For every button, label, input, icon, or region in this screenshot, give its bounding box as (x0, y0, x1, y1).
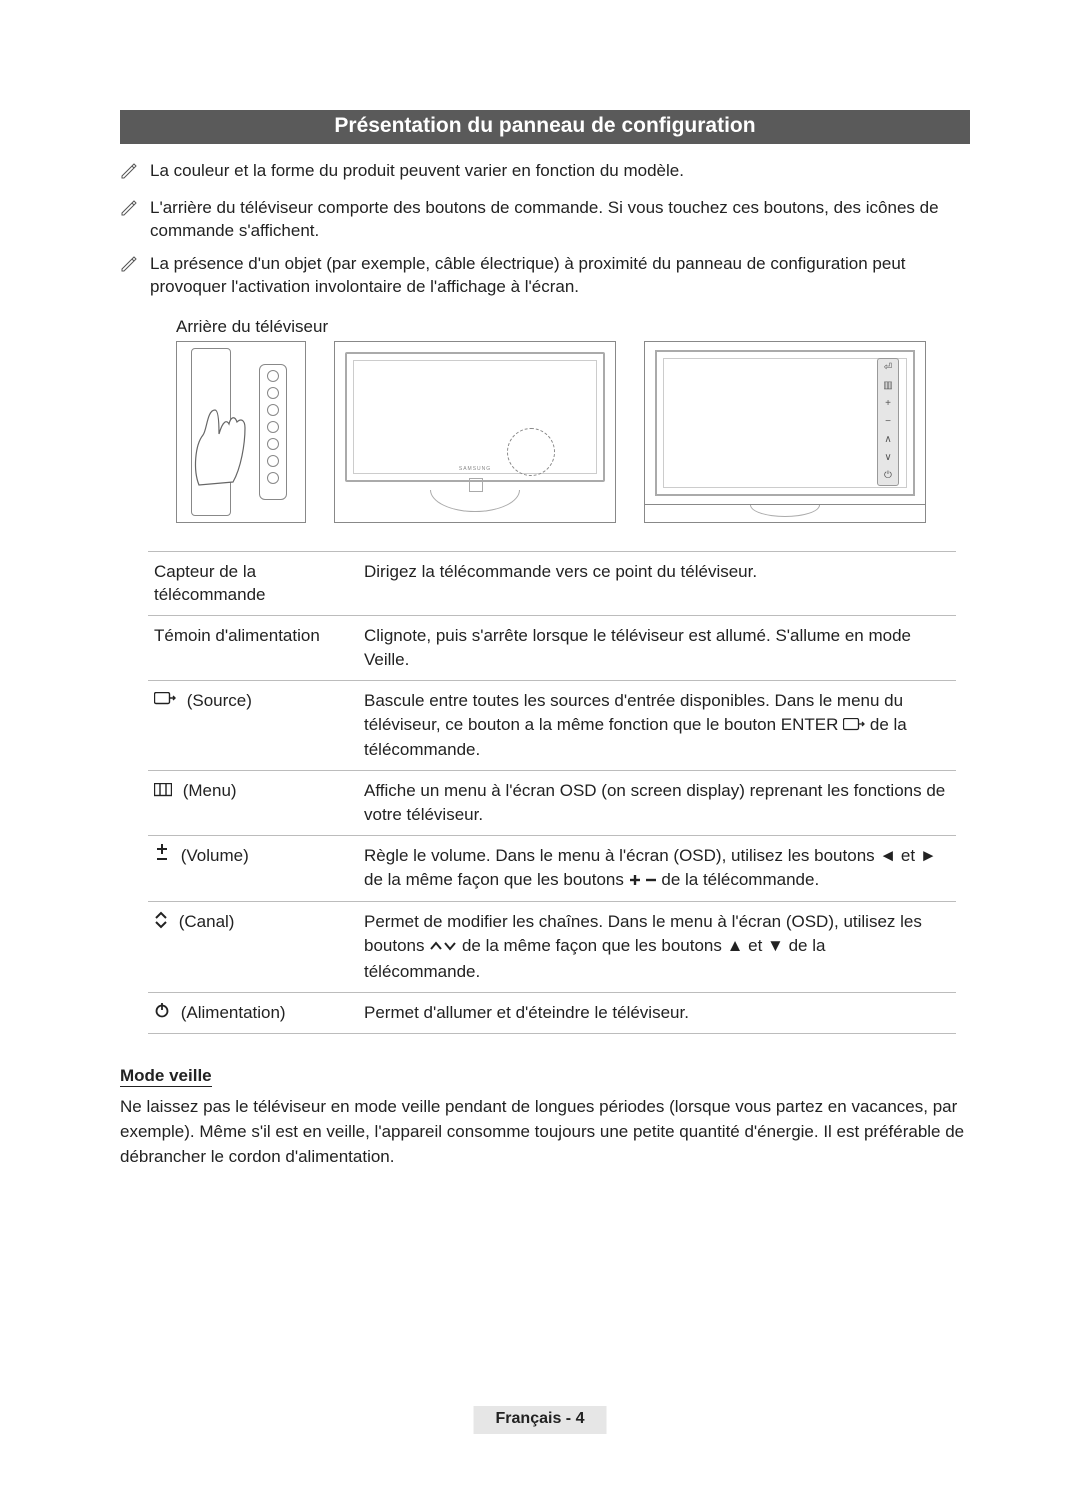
channel-icon (154, 911, 168, 936)
up-icon: ∧ (884, 435, 891, 445)
brand-logo: SAMSUNG (459, 466, 491, 472)
table-row: (Source) Bascule entre toutes les source… (148, 680, 956, 770)
power-icon (154, 1001, 170, 1025)
control-label: (Menu) (148, 771, 358, 836)
control-desc: Dirigez la télécommande vers ce point du… (358, 551, 956, 616)
control-desc: Permet de modifier les chaînes. Dans le … (358, 902, 956, 992)
down-icon: ∨ (884, 453, 891, 463)
table-row: Témoin d'alimentation Clignote, puis s'a… (148, 616, 956, 681)
volume-icon (154, 844, 170, 869)
footer-page-number: 4 (576, 1410, 585, 1427)
diagram-caption: Arrière du téléviseur (176, 317, 970, 337)
section-title: Présentation du panneau de configuration (120, 110, 970, 144)
diagram-rear-panel (176, 341, 306, 523)
controls-table: Capteur de la télécommande Dirigez la té… (148, 551, 956, 1035)
table-row: (Alimentation) Permet d'allumer et d'éte… (148, 992, 956, 1033)
control-label: Capteur de la télécommande (148, 551, 358, 616)
table-row: (Canal) Permet de modifier les chaînes. … (148, 902, 956, 992)
control-label: (Source) (148, 680, 358, 770)
plus-icon: + (885, 399, 891, 409)
hand-icon (189, 390, 253, 490)
up-down-icon (429, 936, 457, 960)
diagram-tv-front-osd: ⏎ ▥ + − ∧ ∨ ⏻ (644, 341, 926, 523)
control-label: (Canal) (148, 902, 358, 992)
note-item: L'arrière du téléviseur comporte des bou… (120, 197, 970, 243)
control-desc: Permet d'allumer et d'éteindre le télévi… (358, 992, 956, 1033)
plus-minus-icon (629, 870, 657, 894)
power-icon: ⏻ (884, 471, 892, 481)
note-icon (120, 199, 142, 224)
control-label: (Volume) (148, 835, 358, 902)
source-icon (154, 689, 176, 713)
note-icon (120, 162, 142, 187)
note-item: La présence d'un objet (par exemple, câb… (120, 253, 970, 299)
control-desc: Règle le volume. Dans le menu à l'écran … (358, 835, 956, 902)
control-desc: Affiche un menu à l'écran OSD (on screen… (358, 771, 956, 836)
subsection-heading: Mode veille (120, 1066, 212, 1087)
minus-icon: − (885, 417, 891, 427)
page-footer: Français - 4 (474, 1406, 607, 1434)
note-item: La couleur et la forme du produit peuven… (120, 160, 970, 187)
subsection-paragraph: Ne laissez pas le téléviseur en mode vei… (120, 1095, 970, 1169)
control-label: (Alimentation) (148, 992, 358, 1033)
diagram-row: SAMSUNG ⏎ ▥ + − ∧ ∨ ⏻ (176, 341, 970, 523)
note-text: La couleur et la forme du produit peuven… (150, 160, 970, 183)
note-text: L'arrière du téléviseur comporte des bou… (150, 197, 970, 243)
footer-language: Français - (496, 1410, 576, 1427)
table-row: Capteur de la télécommande Dirigez la té… (148, 551, 956, 616)
table-row: (Menu) Affiche un menu à l'écran OSD (on… (148, 771, 956, 836)
menu-icon: ▥ (883, 381, 892, 391)
osd-panel: ⏎ ▥ + − ∧ ∨ ⏻ (877, 358, 899, 486)
control-label: Témoin d'alimentation (148, 616, 358, 681)
enter-icon (843, 715, 865, 739)
note-text: La présence d'un objet (par exemple, câb… (150, 253, 970, 299)
table-row: (Volume) Règle le volume. Dans le menu à… (148, 835, 956, 902)
menu-icon (154, 780, 172, 804)
control-desc: Bascule entre toutes les sources d'entré… (358, 680, 956, 770)
source-icon: ⏎ (884, 363, 892, 373)
diagram-tv-front-sensor: SAMSUNG (334, 341, 616, 523)
remote-sensor-indicator (507, 428, 555, 476)
note-icon (120, 255, 142, 280)
control-desc: Clignote, puis s'arrête lorsque le télév… (358, 616, 956, 681)
